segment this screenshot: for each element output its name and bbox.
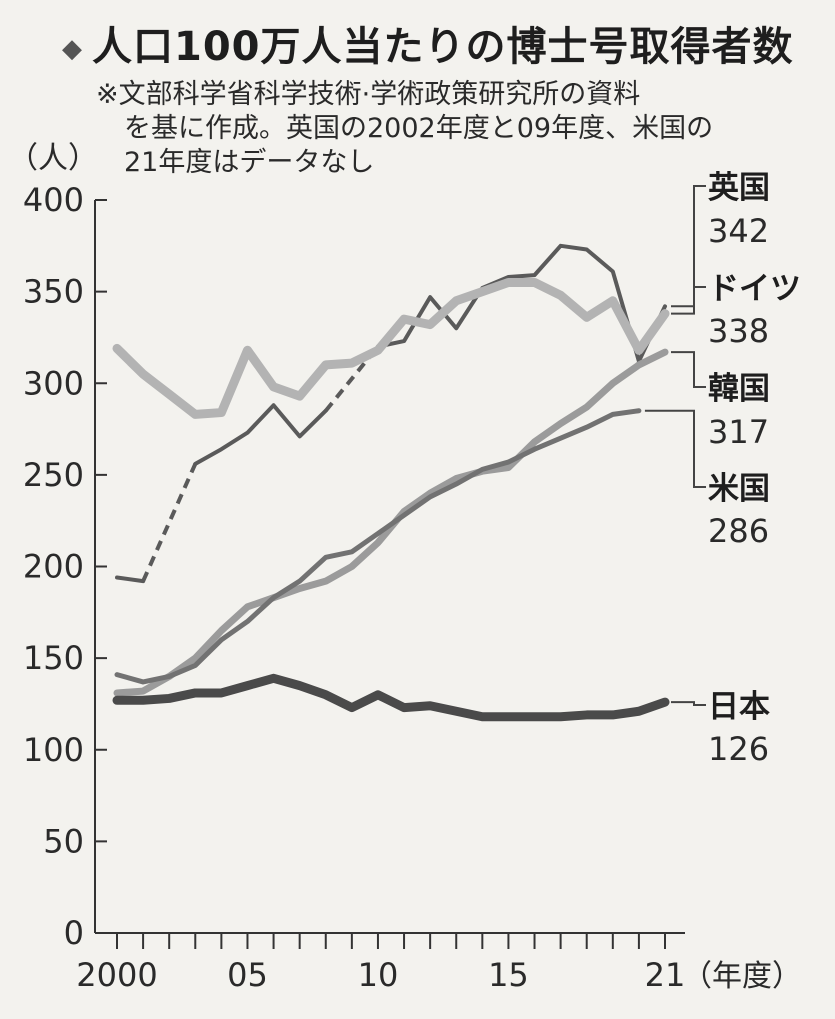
cube-icon: ◆ [62,34,83,64]
series-line [112,673,670,722]
series-name-label: ドイツ [708,271,801,307]
series-line [193,403,328,466]
series-name-label: 日本 [708,689,770,725]
series-value-label: 338 [708,312,769,350]
leader-line [671,351,706,388]
note-line-2: を基に作成。英国の2002年度と09年度、米国の [124,113,714,144]
series-name-label: 英国 [708,170,770,206]
series-value-label: 126 [708,730,769,768]
y-tick-label: 300 [23,364,84,402]
chart-title-text: 人口100万人当たりの博士号取得者数 [92,24,794,70]
x-tick-label: 2000 [76,956,157,994]
leader-line [671,185,706,308]
series-ドイツ [112,277,670,419]
leader-line [644,409,706,488]
x-tick-label: 05 [227,956,268,994]
series-line [112,277,670,419]
series-name-label: 米国 [708,471,770,507]
y-tick-label: 200 [23,548,84,586]
y-tick-label: 150 [23,639,84,677]
y-tick-label: 50 [43,822,84,860]
x-axis-unit: （年度） [682,959,802,994]
y-tick-label: 250 [23,456,84,494]
series-value-label: 286 [708,512,769,550]
series-line [114,408,642,685]
chart-title: ◆ 人口100万人当たりの博士号取得者数 [62,14,794,72]
leader-line [671,701,706,706]
y-tick-label: 400 [23,181,84,219]
series-line [115,575,146,584]
series-value-label: 317 [708,413,769,451]
x-tick-label: 15 [488,956,529,994]
x-tick-label: 21 [645,956,686,994]
y-axis-unit: （人） [8,141,98,176]
series-value-label: 342 [708,212,769,250]
series-日本 [112,673,670,722]
series-end-labels: 英国 342 ドイツ 338 韓国 317 米国 286 日本 126 [644,170,801,768]
series-line [375,243,667,364]
y-tick-label: 350 [23,273,84,311]
note-line-1: ※文部科学省科学技術·学術政策研究所の資料 [96,79,641,110]
chart-axes: 0 50 100 150 200 250 300 350 400 （人） 2000 05 10 15 21（… [8,141,802,994]
note-line-3: 21年度はデータなし [124,147,375,178]
series-米国 [114,408,642,685]
leader-line [671,286,706,315]
source-note: ※文部科学省科学技術·学術政策研究所の資料 を基に作成。英国の2002年度と09… [96,78,816,180]
y-tick-label: 100 [23,731,84,769]
y-tick-label: 0 [64,914,84,952]
series-gap-dash [141,463,198,582]
x-tick-label: 10 [358,956,399,994]
chart-series [112,243,670,722]
series-name-label: 韓国 [708,371,770,407]
